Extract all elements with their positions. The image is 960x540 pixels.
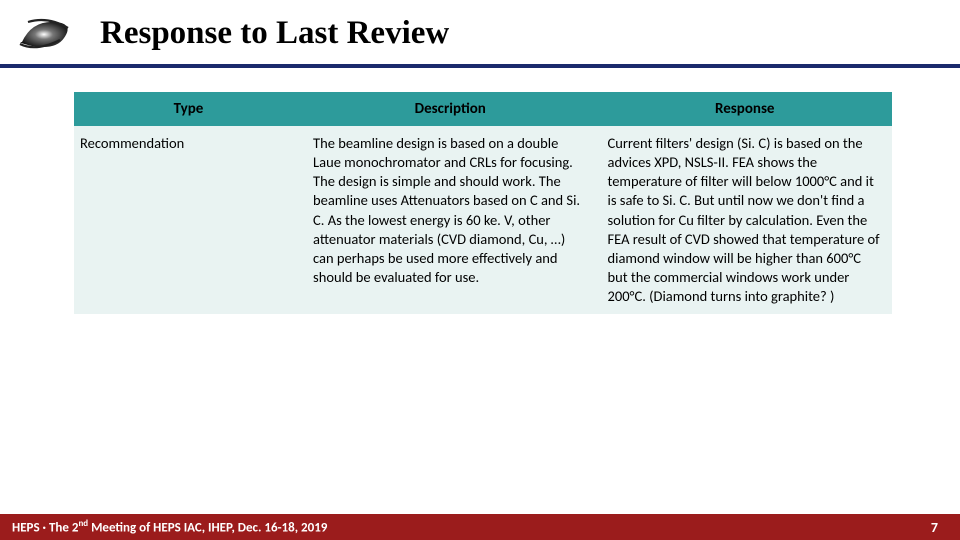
footer-prefix: HEPS · The 2: [12, 521, 78, 536]
table-row: Recommendation The beamline design is ba…: [74, 126, 892, 314]
col-header-type: Type: [74, 92, 303, 126]
cell-type: Recommendation: [74, 126, 303, 314]
header: Response to Last Review: [0, 0, 960, 64]
footer-suffix: Meeting of HEPS IAC, IHEP, Dec. 16-18, 2…: [88, 521, 327, 536]
col-header-description: Description: [303, 92, 597, 126]
response-table: Type Description Response Recommendation…: [74, 92, 892, 314]
cell-description: The beamline design is based on a double…: [303, 126, 597, 314]
slide: Response to Last Review Type Description…: [0, 0, 960, 540]
footer: HEPS · The 2nd Meeting of HEPS IAC, IHEP…: [0, 514, 960, 540]
title-underline: [0, 64, 960, 68]
page-number: 7: [931, 519, 938, 536]
cell-response: Current filters' design (Si. C) is based…: [598, 126, 893, 314]
col-header-response: Response: [598, 92, 893, 126]
table-header-row: Type Description Response: [74, 92, 892, 126]
footer-ordinal: nd: [78, 518, 88, 529]
logo-galaxy-icon: [14, 12, 74, 54]
footer-text: HEPS · The 2nd Meeting of HEPS IAC, IHEP…: [12, 518, 327, 535]
table-container: Type Description Response Recommendation…: [0, 92, 960, 314]
page-title: Response to Last Review: [100, 15, 449, 52]
